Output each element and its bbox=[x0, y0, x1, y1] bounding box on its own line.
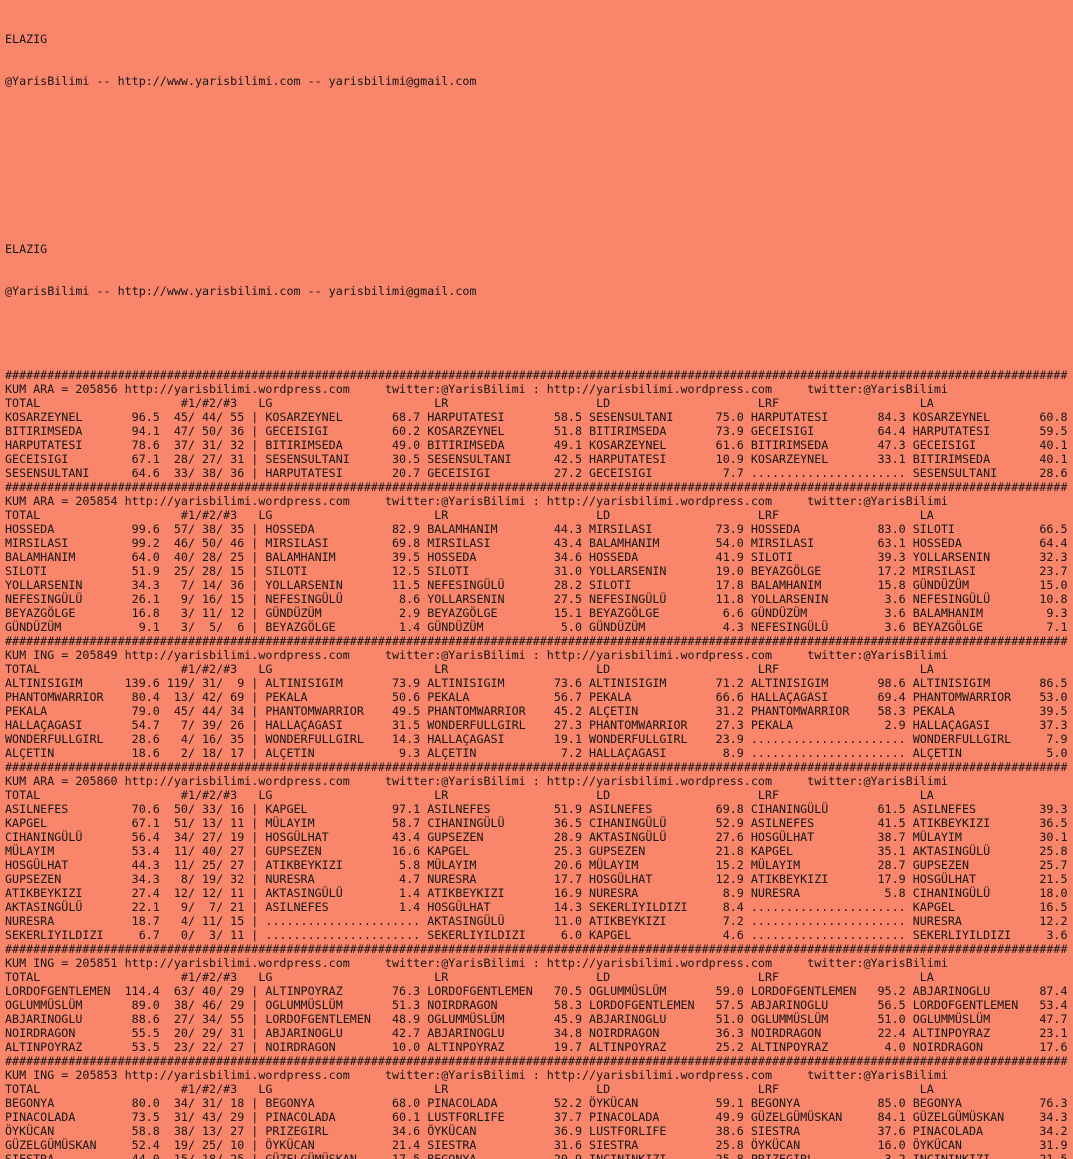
blank-line bbox=[5, 326, 1073, 340]
table-row: PEKALA 79.0 45/ 44/ 34 | PHANTOMWARRIOR … bbox=[5, 704, 1068, 718]
table-row: SEKERLIYILDIZI 6.7 0/ 3/ 11 | ..........… bbox=[5, 928, 1068, 942]
table-row: NEFESINGÜLÜ 26.1 9/ 16/ 15 | NEFESINGÜLÜ… bbox=[5, 592, 1068, 606]
table-row: KOSARZEYNEL 96.5 45/ 44/ 55 | KOSARZEYNE… bbox=[5, 410, 1068, 424]
block-title: KUM ING = 205851 http://yarisbilimi.word… bbox=[5, 956, 948, 970]
table-row: BEGONYA 80.0 34/ 31/ 18 | BEGONYA 68.0 P… bbox=[5, 1096, 1068, 1110]
table-row: ATIKBEYKIZI 27.4 12/ 12/ 11 | AKTASINGÜL… bbox=[5, 886, 1068, 900]
table-row: NURESRA 18.7 4/ 11/ 15 | ...............… bbox=[5, 914, 1068, 928]
table-row: MIRSILASI 99.2 46/ 50/ 46 | MIRSILASI 69… bbox=[5, 536, 1068, 550]
block-title: KUM ARA = 205854 http://yarisbilimi.word… bbox=[5, 494, 948, 508]
block-title: KUM ING = 205849 http://yarisbilimi.word… bbox=[5, 648, 948, 662]
table-row: ALTINPOYRAZ 53.5 23/ 22/ 27 | NOIRDRAGON… bbox=[5, 1040, 1068, 1054]
table-row: ALTINISIGIM 139.6 119/ 31/ 9 | ALTINISIG… bbox=[5, 676, 1068, 690]
table-row: GÜNDÜZÜM 9.1 3/ 5/ 6 | BEYAZGÖLGE 1.4 GÜ… bbox=[5, 620, 1068, 634]
race-blocks: ########################################… bbox=[5, 368, 1073, 1159]
table-row: ASILNEFES 70.6 50/ 33/ 16 | KAPGEL 97.1 … bbox=[5, 802, 1068, 816]
table-row: HARPUTATESI 78.6 37/ 31/ 32 | BITIRIMSED… bbox=[5, 438, 1068, 452]
table-row: NOIRDRAGON 55.5 20/ 29/ 31 | ABJARINOGLU… bbox=[5, 1026, 1068, 1040]
table-row: SESENSULTANI 64.6 33/ 38/ 36 | HARPUTATE… bbox=[5, 466, 1068, 480]
page-title: ELAZIG bbox=[5, 32, 48, 46]
table-row: BEYAZGÖLGE 16.8 3/ 11/ 12 | GÜNDÜZÜM 2.9… bbox=[5, 606, 1068, 620]
blank-line bbox=[5, 200, 1073, 214]
table-row: ABJARINOGLU 88.6 27/ 34/ 55 | LORDOFGENT… bbox=[5, 1012, 1068, 1026]
block-title: KUM ING = 205853 http://yarisbilimi.word… bbox=[5, 1068, 948, 1082]
separator-line: ########################################… bbox=[5, 1054, 1068, 1068]
table-row: SIESTRA 44.0 15/ 18/ 25 | GÜZELGÜMÜSKAN … bbox=[5, 1152, 1068, 1159]
table-row: HALLAÇAGASI 54.7 7/ 39/ 26 | HALLAÇAGASI… bbox=[5, 718, 1068, 732]
column-header-row: TOTAL #1/#2/#3 LG LR LD LRF LA bbox=[5, 970, 1068, 984]
page-title: ELAZIG bbox=[5, 242, 48, 256]
table-row: ÖYKÜCAN 58.8 38/ 13/ 27 | PRIZEGIRL 34.6… bbox=[5, 1124, 1068, 1138]
table-row: BITIRIMSEDA 94.1 47/ 50/ 36 | GECEISIGI … bbox=[5, 424, 1068, 438]
contact-line: @YarisBilimi -- http://www.yarisbilimi.c… bbox=[5, 74, 477, 88]
table-row: PINACOLADA 73.5 31/ 43/ 29 | PINACOLADA … bbox=[5, 1110, 1068, 1124]
block-title: KUM ARA = 205860 http://yarisbilimi.word… bbox=[5, 774, 948, 788]
table-row: GÜZELGÜMÜSKAN 52.4 19/ 25/ 10 | ÖYKÜCAN … bbox=[5, 1138, 1068, 1152]
table-row: BALAMHANIM 64.0 40/ 28/ 25 | BALAMHANIM … bbox=[5, 550, 1068, 564]
table-row: YOLLARSENIN 34.3 7/ 14/ 36 | YOLLARSENIN… bbox=[5, 578, 1068, 592]
table-row: CIHANINGÜLÜ 56.4 34/ 27/ 19 | HOSGÜLHAT … bbox=[5, 830, 1068, 844]
separator-line: ########################################… bbox=[5, 942, 1068, 956]
table-row: SILOTI 51.9 25/ 28/ 15 | SILOTI 12.5 SIL… bbox=[5, 564, 1068, 578]
table-row: ALÇETIN 18.6 2/ 18/ 17 | ALÇETIN 9.3 ALÇ… bbox=[5, 746, 1068, 760]
block-title: KUM ARA = 205856 http://yarisbilimi.word… bbox=[5, 382, 948, 396]
column-header-row: TOTAL #1/#2/#3 LG LR LD LRF LA bbox=[5, 662, 1068, 676]
table-row: LORDOFGENTLEMEN 114.4 63/ 40/ 29 | ALTIN… bbox=[5, 984, 1068, 998]
table-row: AKTASINGÜLÜ 22.1 9/ 7/ 21 | ASILNEFES 1.… bbox=[5, 900, 1068, 914]
table-row: OGLUMMÜSLÜM 89.0 38/ 46/ 29 | OGLUMMÜSLÜ… bbox=[5, 998, 1068, 1012]
table-row: WONDERFULLGIRL 28.6 4/ 16/ 35 | WONDERFU… bbox=[5, 732, 1068, 746]
table-row: KAPGEL 67.1 51/ 13/ 11 | MÜLAYIM 58.7 CI… bbox=[5, 816, 1068, 830]
blank-line bbox=[5, 116, 1073, 130]
table-row: HOSSEDA 99.6 57/ 38/ 35 | HOSSEDA 82.9 B… bbox=[5, 522, 1068, 536]
separator-line: ########################################… bbox=[5, 480, 1068, 494]
table-row: PHANTOMWARRIOR 80.4 13/ 42/ 69 | PEKALA … bbox=[5, 690, 1068, 704]
column-header-row: TOTAL #1/#2/#3 LG LR LD LRF LA bbox=[5, 788, 1068, 802]
table-row: GUPSEZEN 34.3 8/ 19/ 32 | NURESRA 4.7 NU… bbox=[5, 872, 1068, 886]
column-header-row: TOTAL #1/#2/#3 LG LR LD LRF LA bbox=[5, 1082, 1068, 1096]
table-row: MÜLAYIM 53.4 11/ 40/ 27 | GUPSEZEN 16.6 … bbox=[5, 844, 1068, 858]
contact-line: @YarisBilimi -- http://www.yarisbilimi.c… bbox=[5, 284, 477, 298]
separator-line: ########################################… bbox=[5, 760, 1068, 774]
table-row: HOSGÜLHAT 44.3 11/ 25/ 27 | ATIKBEYKIZI … bbox=[5, 858, 1068, 872]
separator-line: ########################################… bbox=[5, 634, 1068, 648]
column-header-row: TOTAL #1/#2/#3 LG LR LD LRF LA bbox=[5, 396, 1068, 410]
column-header-row: TOTAL #1/#2/#3 LG LR LD LRF LA bbox=[5, 508, 1068, 522]
blank-line bbox=[5, 158, 1073, 172]
table-row: GECEISIGI 67.1 28/ 27/ 31 | SESENSULTANI… bbox=[5, 452, 1068, 466]
separator-line: ########################################… bbox=[5, 368, 1068, 382]
